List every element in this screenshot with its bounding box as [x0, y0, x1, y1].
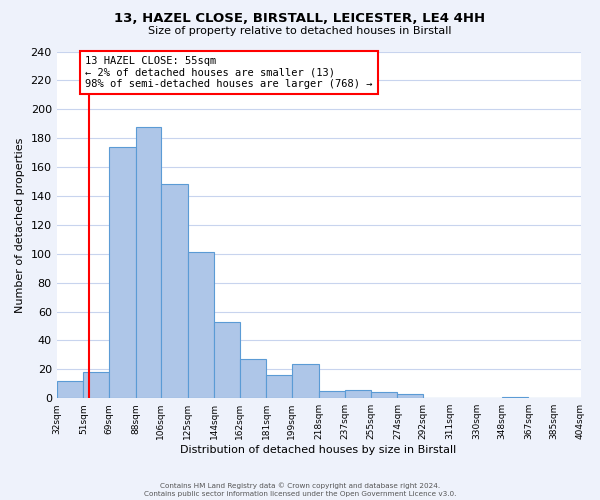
Bar — [266, 375, 292, 398]
Text: 13, HAZEL CLOSE, BIRSTALL, LEICESTER, LE4 4HH: 13, HAZEL CLOSE, BIRSTALL, LEICESTER, LE… — [115, 12, 485, 26]
Bar — [292, 364, 319, 398]
Bar — [214, 322, 240, 398]
Text: Size of property relative to detached houses in Birstall: Size of property relative to detached ho… — [148, 26, 452, 36]
Bar — [188, 252, 214, 398]
Bar — [240, 359, 266, 398]
Bar — [109, 147, 136, 398]
Bar — [346, 390, 371, 398]
Bar — [319, 391, 346, 398]
Bar — [502, 397, 529, 398]
Bar — [136, 126, 161, 398]
X-axis label: Distribution of detached houses by size in Birstall: Distribution of detached houses by size … — [181, 445, 457, 455]
Bar — [397, 394, 423, 398]
Bar — [161, 184, 188, 398]
Text: 13 HAZEL CLOSE: 55sqm
← 2% of detached houses are smaller (13)
98% of semi-detac: 13 HAZEL CLOSE: 55sqm ← 2% of detached h… — [85, 56, 373, 89]
Bar — [83, 372, 109, 398]
Text: Contains public sector information licensed under the Open Government Licence v3: Contains public sector information licen… — [144, 491, 456, 497]
Bar — [371, 392, 397, 398]
Y-axis label: Number of detached properties: Number of detached properties — [15, 137, 25, 312]
Text: Contains HM Land Registry data © Crown copyright and database right 2024.: Contains HM Land Registry data © Crown c… — [160, 482, 440, 489]
Bar — [56, 381, 83, 398]
